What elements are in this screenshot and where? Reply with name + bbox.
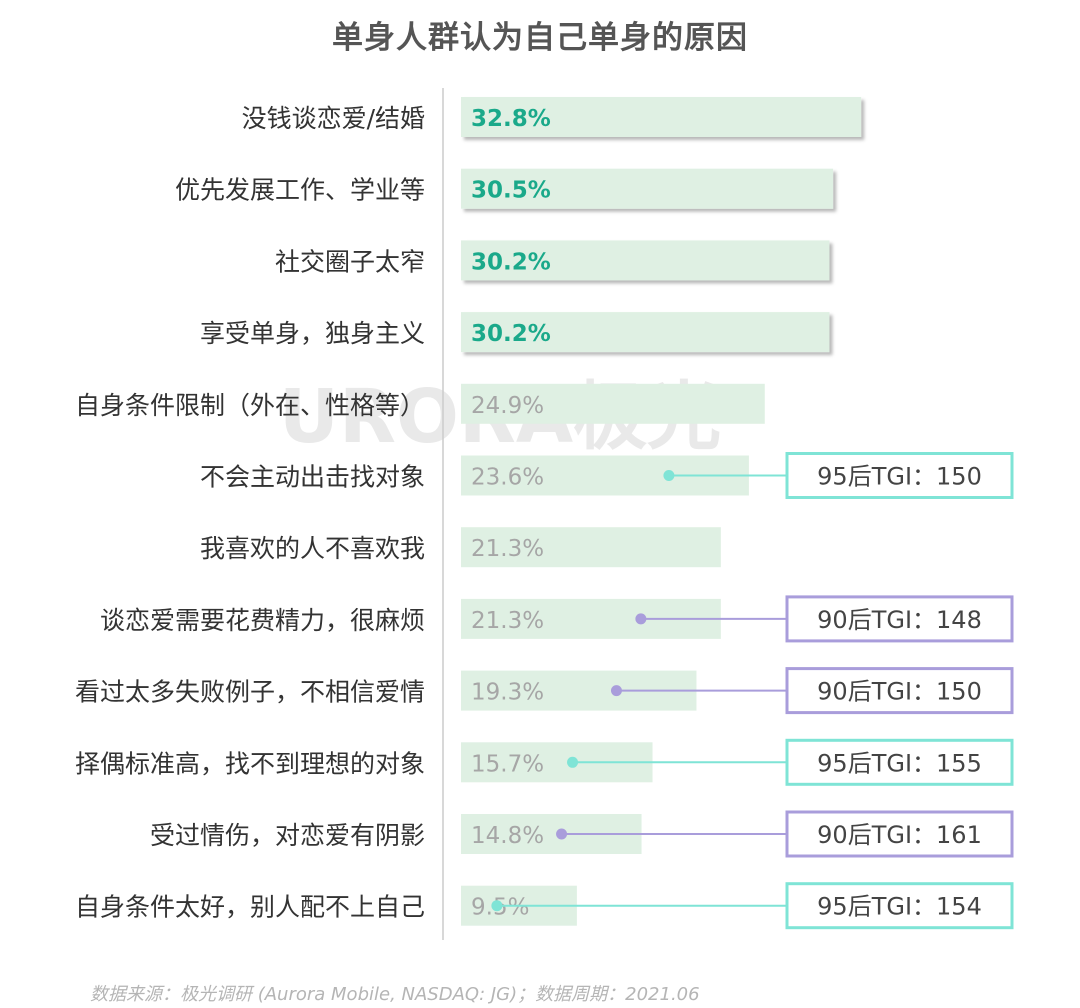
value-label: 19.3% <box>471 680 544 706</box>
category-label: 谈恋爱需要花费精力，很麻烦 <box>100 606 425 635</box>
category-label: 我喜欢的人不喜欢我 <box>200 534 425 563</box>
tgi-box <box>785 452 1014 499</box>
tgi-dot <box>556 828 568 840</box>
tgi-dot <box>610 685 622 697</box>
bar <box>461 312 830 353</box>
bar <box>461 240 830 281</box>
value-label: 24.9% <box>471 393 544 419</box>
value-label: 30.5% <box>471 178 551 204</box>
tgi-box <box>785 595 1014 643</box>
category-label: 自身条件太好，别人配不上自己 <box>75 893 425 922</box>
tgi-dot <box>663 470 675 481</box>
category-label: 没钱谈恋爱/结婚 <box>242 104 425 133</box>
tgi-dot <box>491 900 503 912</box>
value-label: 14.8% <box>471 823 544 849</box>
tgi-box <box>785 667 1014 715</box>
tgi-box <box>785 810 1014 858</box>
tgi-annotation-label: 95后TGI：155 <box>817 749 982 777</box>
value-label: 30.2% <box>471 249 551 275</box>
bar <box>461 527 721 568</box>
category-label: 自身条件限制（外在、性格等） <box>75 391 425 420</box>
category-label: 不会主动出击找对象 <box>200 463 425 492</box>
value-label: 32.8% <box>471 106 551 132</box>
value-label: 15.7% <box>471 751 544 777</box>
value-label: 30.2% <box>471 321 551 347</box>
bar <box>461 168 834 209</box>
tgi-box <box>785 882 1014 930</box>
chart-title: 单身人群认为自己单身的原因 <box>332 20 748 56</box>
bar <box>461 383 765 424</box>
value-label: 21.3% <box>471 536 544 562</box>
category-label: 择偶标准高，找不到理想的对象 <box>75 749 425 778</box>
category-label: 看过太多失败例子，不相信爱情 <box>75 678 425 707</box>
tgi-annotation-label: 95后TGI：150 <box>817 463 982 491</box>
tgi-annotation-label: 90后TGI：150 <box>817 678 982 706</box>
value-label: 23.6% <box>471 465 544 491</box>
tgi-annotation-label: 90后TGI：161 <box>817 821 982 849</box>
category-label: 受过情伤，对恋爱有阴影 <box>150 821 425 850</box>
category-label: 社交圈子太窄 <box>275 247 425 276</box>
tgi-dot <box>567 756 579 768</box>
tgi-annotation-label: 95后TGI：154 <box>817 893 982 921</box>
data-source-note: 数据来源：极光调研 (Aurora Mobile, NASDAQ: JG)；数据… <box>90 984 700 1005</box>
category-label: 享受单身，独身主义 <box>200 319 425 348</box>
value-label: 21.3% <box>471 608 544 634</box>
tgi-dot <box>635 613 647 625</box>
category-label: 优先发展工作、学业等 <box>175 176 425 205</box>
bar <box>461 97 862 137</box>
tgi-box <box>785 738 1014 786</box>
tgi-annotation-label: 90后TGI：148 <box>817 606 982 634</box>
